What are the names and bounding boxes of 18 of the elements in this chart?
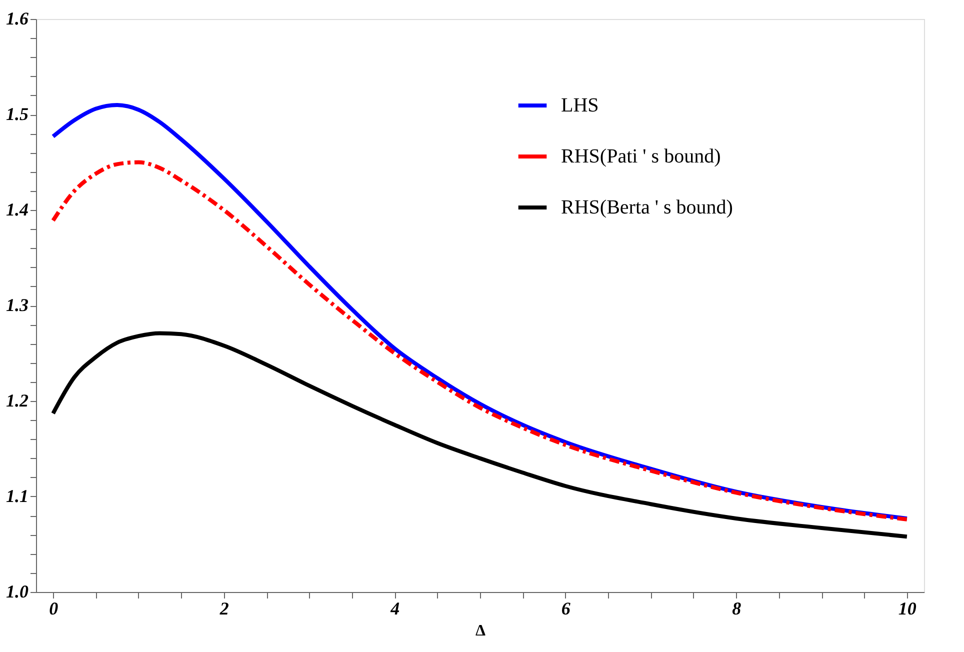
legend-label: LHS bbox=[561, 94, 599, 116]
x-axis-title: Δ bbox=[475, 622, 486, 640]
x-tick-label: 6 bbox=[561, 598, 570, 618]
legend-label: RHS(Pati ' s bound) bbox=[561, 146, 721, 168]
x-tick-label: 0 bbox=[49, 598, 58, 618]
line-series bbox=[51, 331, 909, 539]
x-tick-label: 4 bbox=[390, 598, 400, 618]
y-tick-label: 1.2 bbox=[6, 390, 28, 410]
y-tick-label: 1.4 bbox=[6, 200, 28, 220]
y-tick-label: 1.5 bbox=[6, 104, 28, 124]
x-tick-label: 2 bbox=[218, 598, 229, 618]
y-tick-label: 1.0 bbox=[6, 582, 28, 602]
legend-label: RHS(Berta ' s bound) bbox=[561, 196, 733, 218]
x-tick-label: 8 bbox=[732, 598, 742, 618]
x-tick-label: 10 bbox=[898, 598, 916, 618]
y-tick-label: 1.1 bbox=[6, 486, 28, 506]
y-tick-label: 1.6 bbox=[6, 8, 28, 28]
y-tick-label: 1.3 bbox=[6, 295, 28, 315]
